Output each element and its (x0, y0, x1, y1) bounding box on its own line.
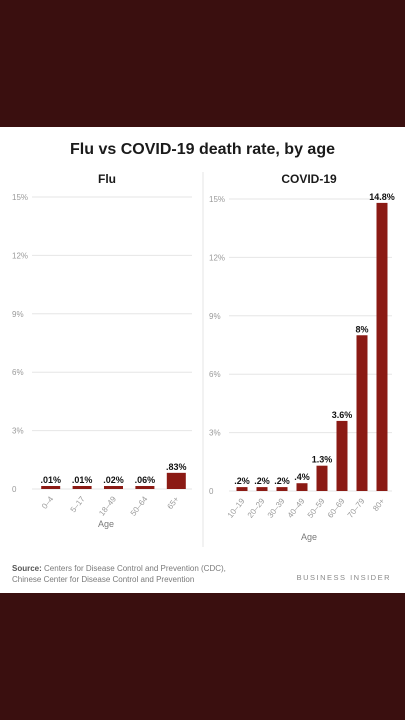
data-label: .06% (135, 475, 156, 485)
chart-title: Flu vs COVID-19 death rate, by age (70, 141, 335, 158)
data-label: .01% (72, 475, 93, 485)
y-tick-label: 9% (209, 312, 221, 321)
x-tick-label: 50–59 (306, 496, 327, 520)
y-tick-label: 0 (12, 485, 17, 494)
x-tick-label: 0–4 (40, 494, 56, 510)
charts-svg: Flu 0 3% 6% 9% 12% 15% .01% 0–4 .01% 5–17 .02% 18–49… (12, 172, 395, 547)
x-tick-label: 60–69 (326, 496, 347, 520)
bar (316, 465, 328, 491)
y-tick-label: 6% (209, 370, 221, 379)
data-label: 3.6% (332, 410, 353, 420)
data-label: 1.3% (312, 455, 333, 465)
x-axis-label: Age (301, 532, 317, 542)
x-tick-label: 70–79 (346, 496, 367, 520)
source-note: Source: Centers for Disease Control and … (12, 563, 226, 585)
data-label: .83% (166, 462, 187, 472)
y-tick-label: 12% (12, 251, 28, 260)
bar (376, 202, 388, 491)
data-label: 8% (355, 324, 368, 334)
bar (41, 486, 61, 489)
y-tick-label: 15% (209, 195, 225, 204)
bar (104, 486, 123, 489)
data-label: .01% (40, 475, 61, 485)
x-tick-label: 80+ (371, 496, 387, 512)
x-tick-label: 20–29 (246, 496, 267, 520)
y-tick-label: 3% (12, 427, 24, 436)
bar (356, 335, 368, 491)
data-label: 14.8% (369, 192, 395, 202)
panel-title: Flu (98, 172, 116, 186)
bar (336, 420, 348, 491)
x-tick-label: 50–64 (129, 494, 150, 518)
bar (166, 472, 186, 489)
x-tick-label: 10–19 (226, 496, 247, 520)
y-tick-label: 0 (209, 487, 214, 496)
x-tick-label: 40–49 (286, 496, 307, 520)
source-label: Source: (12, 564, 42, 573)
data-label: .4% (294, 472, 310, 482)
data-label: .2% (274, 476, 290, 486)
y-tick-label: 12% (209, 253, 225, 262)
bar (72, 486, 92, 489)
x-tick-label: 5–17 (69, 494, 87, 514)
bar (296, 483, 308, 491)
bar (256, 487, 268, 491)
chart-card: Flu vs COVID-19 death rate, by age Flu 0 3… (0, 127, 405, 593)
y-tick-label: 15% (12, 193, 28, 202)
data-label: .2% (254, 476, 270, 486)
x-tick-label: 30–39 (266, 496, 287, 520)
data-label: .2% (234, 476, 250, 486)
y-tick-label: 9% (12, 310, 24, 319)
x-axis-label: Age (98, 519, 114, 529)
x-tick-label: 65+ (165, 494, 181, 510)
bar (135, 486, 155, 489)
y-tick-label: 3% (209, 429, 221, 438)
data-label: .02% (103, 475, 124, 485)
source-line1: Centers for Disease Control and Preventi… (44, 564, 226, 573)
brand-logo: BUSINESS INSIDER (296, 573, 391, 582)
y-tick-label: 6% (12, 368, 24, 377)
panel-title: COVID-19 (281, 172, 337, 186)
x-tick-label: 18–49 (97, 494, 118, 518)
source-line2: Chinese Center for Disease Control and P… (12, 575, 195, 584)
bar (236, 487, 248, 491)
bar (276, 487, 288, 491)
